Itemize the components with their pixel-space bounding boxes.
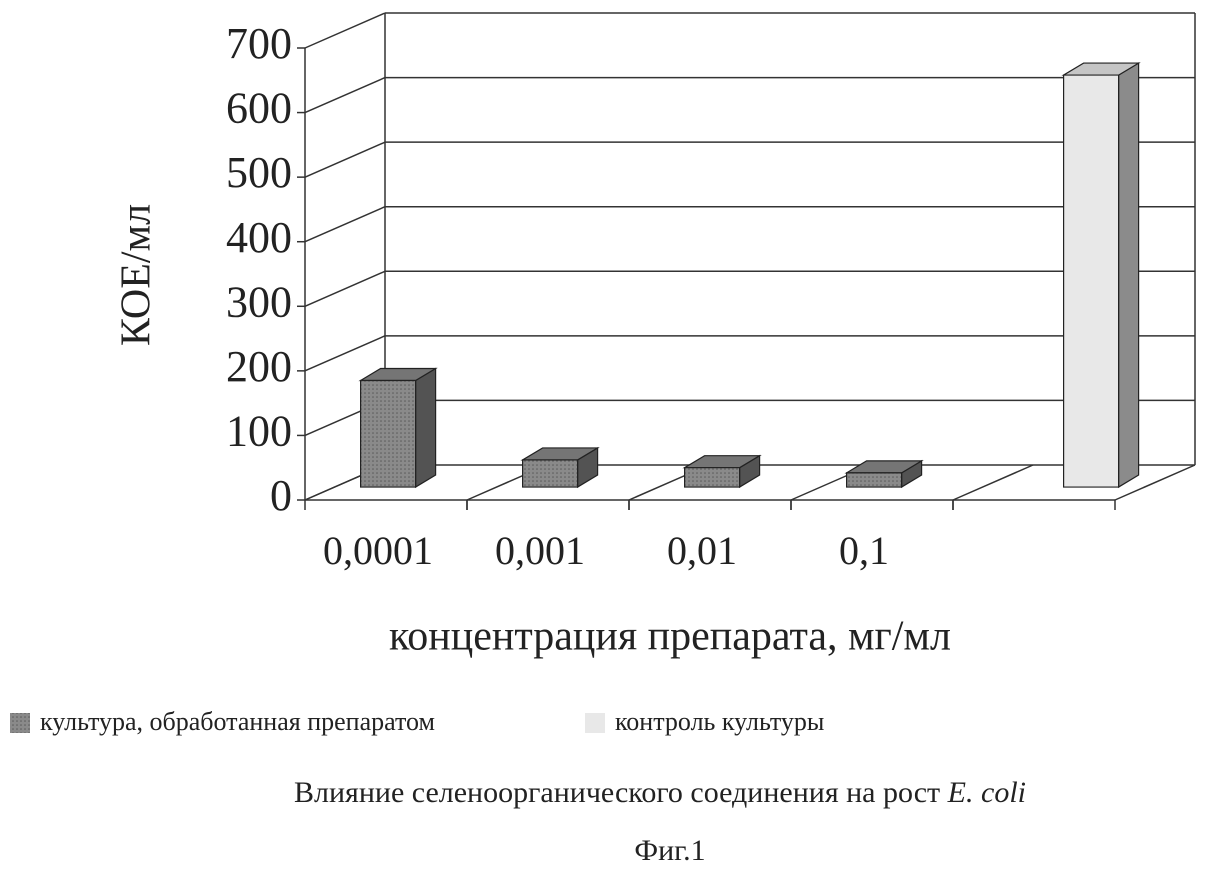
grid-line — [305, 13, 385, 48]
bar — [523, 448, 598, 487]
x-tick-label: 0,001 — [495, 528, 585, 573]
grid-line — [305, 207, 385, 242]
x-tick-label: 0,01 — [667, 528, 737, 573]
x-tick-label: 0,0001 — [323, 528, 433, 573]
y-tick-label: 200 — [226, 342, 292, 391]
legend-swatch — [10, 713, 30, 733]
grid-line — [305, 78, 385, 113]
y-tick-label: 100 — [226, 407, 292, 456]
title-text: Влияние селеноорганического соединения н… — [294, 776, 940, 809]
legend-label: контроль культуры — [615, 707, 824, 736]
title-organism: E. coli — [947, 776, 1026, 809]
bar — [685, 456, 760, 487]
bar-side — [416, 369, 436, 488]
grid-line — [305, 142, 385, 177]
figure-caption: Фиг.1 — [634, 834, 705, 867]
chart: КОЕ/мл концентрация препарата, мг/мл Вли… — [0, 0, 1216, 875]
legend-label: культура, обработанная препаратом — [40, 707, 435, 736]
bar-side — [1119, 63, 1139, 487]
y-tick-label: 500 — [226, 148, 292, 197]
bar-front — [523, 460, 578, 487]
bar — [1064, 63, 1139, 487]
y-axis-title: КОЕ/мл — [114, 204, 160, 346]
y-tick-label: 600 — [226, 84, 292, 133]
bar-front — [847, 473, 902, 487]
y-tick-label: 0 — [270, 471, 292, 520]
bar-front — [685, 468, 740, 487]
bar — [361, 369, 436, 488]
y-tick-label: 300 — [226, 277, 292, 326]
grid-line — [305, 336, 385, 371]
bar-front — [1064, 75, 1119, 487]
chart-title: Влияние селеноорганического соединения н… — [294, 776, 1026, 809]
bar-front — [361, 381, 416, 488]
x-axis-title: концентрация препарата, мг/мл — [389, 614, 951, 660]
grid-line — [305, 271, 385, 306]
floor-divider — [953, 465, 1033, 500]
x-tick-label: 0,1 — [839, 528, 889, 573]
legend-swatch — [585, 713, 605, 733]
y-tick-label: 700 — [226, 19, 292, 68]
y-tick-label: 400 — [226, 213, 292, 262]
